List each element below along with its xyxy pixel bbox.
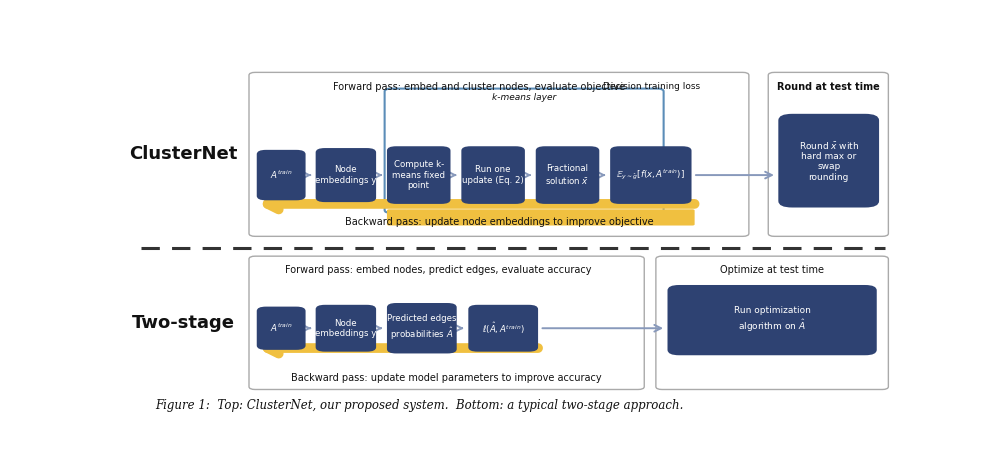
Text: ClusterNet: ClusterNet (129, 146, 237, 163)
Text: Node
embeddings y: Node embeddings y (315, 165, 377, 185)
FancyBboxPatch shape (778, 114, 879, 207)
Text: Fractional
solution $\bar{x}$: Fractional solution $\bar{x}$ (545, 164, 590, 186)
Text: $\mathbb{E}_{y\sim\hat{g}}[f(x,A^{train})]$: $\mathbb{E}_{y\sim\hat{g}}[f(x,A^{train}… (616, 168, 685, 183)
FancyBboxPatch shape (387, 209, 695, 226)
Text: $A^{train}$: $A^{train}$ (270, 169, 292, 181)
Text: Node
embeddings y: Node embeddings y (315, 319, 377, 338)
Text: Backward pass: update node embeddings to improve objective: Backward pass: update node embeddings to… (345, 217, 653, 227)
FancyBboxPatch shape (468, 305, 538, 351)
Text: Optimize at test time: Optimize at test time (720, 265, 824, 275)
FancyBboxPatch shape (385, 88, 664, 213)
Text: Round at test time: Round at test time (777, 82, 880, 93)
FancyBboxPatch shape (668, 285, 877, 355)
Text: Round $\bar{x}$ with
hard max or
swap
rounding: Round $\bar{x}$ with hard max or swap ro… (799, 139, 859, 182)
FancyBboxPatch shape (610, 146, 692, 204)
Text: Decision training loss: Decision training loss (603, 82, 701, 91)
Text: Forward pass: embed and cluster nodes, evaluate objective: Forward pass: embed and cluster nodes, e… (333, 82, 625, 93)
FancyBboxPatch shape (316, 305, 376, 351)
FancyBboxPatch shape (461, 146, 525, 204)
Text: Figure 1:  Top: ClusterNet, our proposed system.  Bottom: a typical two-stage ap: Figure 1: Top: ClusterNet, our proposed … (155, 399, 684, 412)
Text: Run optimization
algorithm on $\hat{A}$: Run optimization algorithm on $\hat{A}$ (734, 306, 811, 334)
FancyBboxPatch shape (536, 146, 599, 204)
FancyBboxPatch shape (387, 303, 457, 353)
FancyBboxPatch shape (656, 256, 888, 389)
Text: k-means layer: k-means layer (492, 93, 556, 102)
Text: $\ell(\hat{A}, A^{train})$: $\ell(\hat{A}, A^{train})$ (482, 321, 525, 336)
Text: Predicted edges
probabilities $\hat{A}$: Predicted edges probabilities $\hat{A}$ (387, 314, 457, 342)
FancyBboxPatch shape (387, 146, 451, 204)
FancyBboxPatch shape (257, 307, 306, 350)
Text: $A^{train}$: $A^{train}$ (270, 322, 292, 335)
Text: Forward pass: embed nodes, predict edges, evaluate accuracy: Forward pass: embed nodes, predict edges… (285, 265, 592, 275)
FancyBboxPatch shape (249, 256, 644, 389)
Text: Compute k-
means fixed
point: Compute k- means fixed point (392, 160, 445, 190)
Text: Two-stage: Two-stage (132, 314, 235, 332)
FancyBboxPatch shape (768, 73, 888, 236)
FancyBboxPatch shape (249, 73, 749, 236)
Text: Run one
update (Eq. 2): Run one update (Eq. 2) (462, 165, 524, 185)
FancyBboxPatch shape (257, 150, 306, 200)
Text: Backward pass: update model parameters to improve accuracy: Backward pass: update model parameters t… (291, 373, 602, 383)
FancyBboxPatch shape (316, 148, 376, 202)
